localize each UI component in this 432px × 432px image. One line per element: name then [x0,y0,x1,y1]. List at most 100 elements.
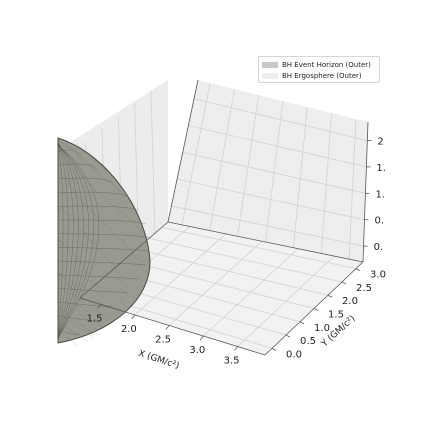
x-axis-label: X (GM/c²) [137,349,180,372]
x-tick-mark [131,314,136,320]
wall-grid-z [193,98,368,141]
tick-labels: 1.5 2.0 2.5 3.0 3.5 0.0 0.5 1.0 1.5 2.0 2.5 3.0 0. 0.… [87,136,386,366]
mesh-diagonal [76,303,89,313]
mesh-diagonal [88,329,93,340]
z-tick-label: 0. [375,216,385,227]
y-tick-mark [313,308,319,311]
x-tick-label: 3.5 [224,356,240,367]
legend-swatch-ergosphere [262,72,278,79]
mesh-diagonal [140,229,150,240]
wall-grid-z [176,178,365,221]
x-tick-label: 2.5 [155,334,171,345]
floor-grid-y [123,259,315,309]
mesh-diagonal [114,186,127,196]
mesh-diagonal [94,189,107,200]
mesh-latitude [57,247,150,252]
mesh-diagonal [61,149,74,160]
mesh-diagonal [96,309,109,320]
floor-grid-y [161,227,357,270]
z-tick-label: 2 [377,136,383,147]
z-tick-label: 1. [376,163,386,174]
x-tick-label: 1.5 [87,313,103,324]
mesh-diagonal [76,333,89,343]
mesh-longitude [57,143,84,339]
mesh-diagonal [70,146,83,156]
mesh-diagonal [114,276,128,286]
mesh-longitude [57,142,79,340]
mesh-longitude [57,140,64,341]
mesh-diagonal [74,169,87,180]
mesh-diagonal [94,289,107,300]
y-tick-label: 3.0 [370,270,386,281]
legend-swatch-event-horizon [262,61,278,68]
mesh-diagonal [82,203,95,213]
y-tick-mark [299,321,305,325]
mesh-diagonal [83,179,96,190]
back-vertical-edge [167,79,199,223]
z-tick-label: 0. [374,242,384,253]
y-tick-mark [327,294,333,298]
mesh-diagonal [117,209,130,220]
wall-grid-vertical [348,118,357,260]
mesh-diagonal [64,183,77,193]
mesh-longitude [57,145,100,338]
mesh-diagonal [83,269,96,280]
mesh-diagonal [65,283,78,293]
floor-left-edge [79,221,169,299]
mesh-latitude [57,163,97,170]
mesh-diagonal [78,313,91,323]
wall-grid-z [188,125,367,168]
legend-entry-ergosphere: BH Ergosphere (Outer) [262,70,376,81]
mesh-diagonal [76,143,85,153]
x-tick-mark [97,304,101,309]
x-tick-mark [200,335,204,341]
right-wall-pane [168,80,368,262]
mesh-diagonal [57,173,71,183]
z-tick-label: 1. [375,189,385,200]
x-tick-label: 2.0 [121,324,137,335]
mesh-longitude [57,143,89,339]
mesh-diagonal [127,196,136,206]
mesh-latitude [57,274,138,279]
z-axis-line [362,121,369,263]
mesh-latitude [57,219,146,225]
mesh-diagonal [130,253,143,263]
mesh-diagonal [57,306,71,316]
mesh-diagonal [67,249,80,260]
floor-grid-y [149,237,343,283]
y-tick-label: 1.5 [328,310,344,321]
mesh-diagonal [65,326,78,336]
x-tick-mark [165,325,170,330]
mesh-diagonal [94,246,107,256]
mesh-diagonal [92,213,105,223]
mesh-diagonal [67,159,80,170]
mesh-diagonal [89,166,102,176]
mesh-diagonal [65,336,79,346]
mesh-diagonal [76,226,89,236]
event-horizon-surface [57,137,151,346]
legend-entry-event-horizon: BH Event Horizon (Outer) [262,59,376,70]
y-tick-mark [285,334,291,338]
mesh-diagonal [57,139,71,150]
y-tick-mark [355,268,361,272]
wall-grid-vertical [292,106,308,248]
event-horizon-patch [57,137,151,344]
mesh-diagonal [101,163,107,173]
mesh-diagonal [118,286,131,296]
y-tick-label: 0.0 [286,349,302,360]
legend-label-ergosphere: BH Ergosphere (Outer) [282,71,362,80]
mesh-diagonal [118,296,126,306]
mesh-latitude [57,301,113,307]
legend-label-event-horizon: BH Event Horizon (Outer) [282,60,371,69]
wall-grid-z [171,205,364,247]
mesh-diagonal [129,219,142,230]
mesh-diagonal [85,236,98,246]
x-tick-label: 3.0 [189,345,205,356]
x-axis-line [79,297,266,356]
mesh-diagonal [101,176,114,186]
mesh-diagonal [57,273,71,283]
mesh-latitude [57,288,127,293]
mesh-longitude [57,144,94,338]
y-tick-label: 2.0 [342,296,358,307]
